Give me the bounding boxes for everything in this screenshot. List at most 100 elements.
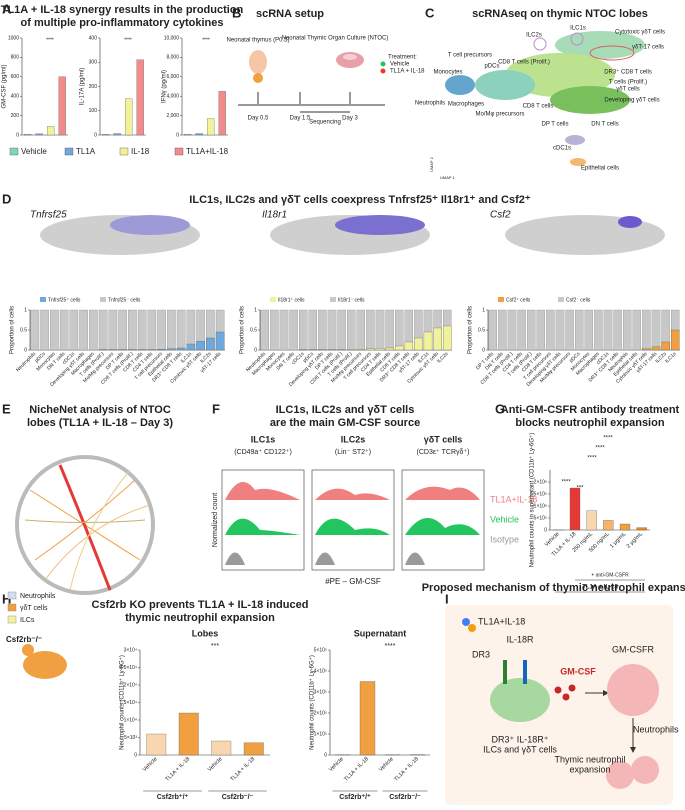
panel-letter: D [2,191,11,206]
panel-e-chord [15,455,155,595]
bar [603,520,614,531]
bar [125,98,133,136]
y-axis-label: IL-17A (pg/ml) [80,68,86,106]
y-tick-label: 1000 [8,35,19,41]
y-tick-label: 0 [544,527,547,533]
cluster-label: T cell precursors [448,53,492,59]
chart: 0 1×10⁵ 2×10⁵ 3×10⁵ 4×10⁵ 5×10⁵ Neutrophil cou… [309,628,430,801]
diagram-label: Thymic neutrophil [554,754,625,764]
bar-remainder [128,309,137,351]
bar-remainder [632,309,641,351]
significance: *** [211,643,219,650]
panel-title: of multiple pro-inflammatory cytokines [21,17,224,29]
legend-label: γδT cells [20,605,48,612]
panel-title: Proposed mechanism of thymic neutrophil … [422,582,685,594]
y-tick-label: 3×10⁴ [124,647,137,653]
bar-remainder [260,309,269,351]
bar-remainder [337,309,346,351]
bar [442,325,452,351]
label: Day 0.5 [248,116,269,122]
bar [24,134,32,136]
panel-title: thymic neutrophil expansion [125,612,275,624]
bar [661,341,670,351]
x-tick-label: 1 μg/mL [609,531,627,549]
y-tick-label: 0 [16,132,19,138]
y-tick-label: 2,000 [166,113,179,119]
panel-letter: F [212,401,220,416]
legend-swatch [174,147,184,156]
panel-b-drawing [238,50,386,113]
y-tick-label: 1 [24,307,27,313]
bar-remainder [108,309,118,351]
bar [404,341,414,351]
panel-i-diagram [445,605,673,805]
bar [651,346,661,351]
bar [359,681,376,756]
y-tick-label: 1×10⁶ [534,503,547,509]
diagram-label: DR3 [472,649,490,659]
cluster-label: pDCs [484,64,499,70]
legend-swatch [40,297,46,302]
y-axis-label: Proportion of cells [10,306,16,354]
gate-name: γδT cells [424,434,462,444]
bar [113,133,121,136]
cluster-label: DR3⁺ CD8 T cells [604,69,652,76]
bar [586,510,597,531]
bar-remainder [584,309,593,351]
y-axis-label: Neutrophil counts (CD11b⁺ Ly-6G⁺) [119,655,126,750]
panel-letter: I [445,591,449,606]
bar-remainder [147,309,157,351]
bar-remainder [356,309,365,351]
chart: 0 200 400 600 800 1000 GM-CSF (pg/ml) [2,35,68,138]
cluster-label: T cells (Prolif.) [609,80,647,86]
bar-remainder [89,309,98,351]
group-label: Csf2rb⁺/⁺ [339,794,371,801]
axis-label: #PE – GM-CSF [325,577,381,586]
significance: *** [576,486,584,492]
chart-title: Supernatant [354,628,407,638]
y-tick-label: 0 [134,752,137,758]
diagram-label: ILCs and γδT cells [483,744,557,754]
legend-label: TL1A [76,147,96,156]
y-tick-label: 5×10⁵ [534,515,547,521]
bar-remainder [118,309,127,351]
legend-swatch [100,297,106,302]
y-tick-label: 0.5 [20,327,27,333]
y-tick-label: 3×10⁵ [314,689,327,695]
y-axis-label: Neutrophil counts (CD11b⁺ Ly-6G⁺) [309,655,316,750]
y-tick-label: 1×10⁵ [314,731,327,737]
bar-remainder [69,309,79,351]
y-tick-label: 2×10⁶ [534,479,547,485]
bar [136,59,144,136]
legend-label: Tnfrsf25⁻ cells [108,297,141,303]
bar-remainder [50,309,59,351]
cluster-label: Developing γδT cells [604,98,659,104]
cluster-label: ILC1s [570,26,586,32]
x-tick-label: 2 μg/mL [626,531,644,549]
bar-remainder [555,309,565,351]
gene-name: Csf2 [490,210,511,221]
bar [366,348,375,351]
bar-remainder [603,309,613,351]
panel-title: scRNA setup [256,8,324,20]
gene-name: Tnfrsf25 [30,210,67,221]
significance: **** [561,480,571,486]
bar-remainder [30,309,40,351]
legend-swatch [119,147,129,156]
bar-remainder [546,309,555,351]
bar-remainder [366,309,375,351]
y-tick-label: 1.5×10⁶ [530,491,548,497]
bar [642,348,651,351]
y-tick-label: 1.5×10⁴ [119,700,137,706]
y-tick-label: 200 [11,113,20,119]
bar-remainder [575,309,584,351]
bar [58,76,66,136]
cluster-label: Mo/Mφ precursors [476,112,525,118]
panel-title: scRNAseq on thymic NTOC lobes [472,8,648,20]
y-tick-label: 0 [94,132,97,138]
bar [356,349,366,351]
